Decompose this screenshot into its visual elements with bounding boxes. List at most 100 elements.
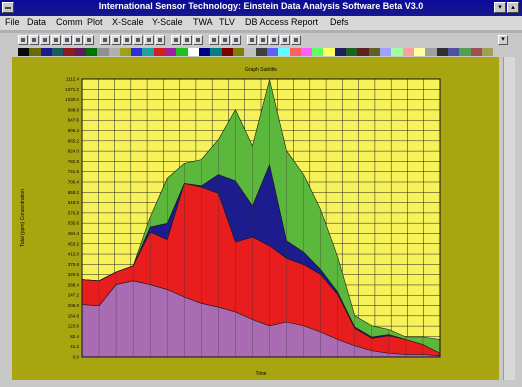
plot-border (81, 78, 441, 358)
y-tick-label: 618.0 (68, 200, 80, 205)
palette-swatch[interactable] (29, 48, 41, 56)
text-icon[interactable] (193, 35, 203, 45)
palette-swatch[interactable] (425, 48, 437, 56)
palette-swatch[interactable] (40, 48, 52, 56)
table-icon[interactable] (171, 35, 181, 45)
palette-swatch[interactable] (51, 48, 64, 56)
palette-swatch[interactable] (481, 48, 494, 56)
y-tick-label: 782.8 (68, 159, 80, 164)
cut-icon[interactable] (62, 35, 72, 45)
pointer-icon[interactable] (182, 35, 192, 45)
y-tick-label: 494.4 (68, 231, 80, 236)
palette-swatch[interactable] (391, 48, 403, 56)
palette-swatch[interactable] (323, 48, 335, 56)
config-icon[interactable] (280, 35, 290, 45)
title-bar: International Sensor Technology: Einstei… (0, 0, 522, 16)
minimize-button[interactable]: ▾ (494, 2, 506, 13)
palette-swatch[interactable] (334, 48, 347, 56)
palette-swatch[interactable] (402, 48, 414, 56)
zoom-in-icon[interactable] (122, 35, 132, 45)
palette-swatch[interactable] (165, 48, 177, 56)
menu-comm[interactable]: Comm (56, 17, 83, 27)
palette-swatch[interactable] (346, 48, 358, 56)
menu-twa[interactable]: TWA (193, 17, 213, 27)
list-icon[interactable] (231, 35, 241, 45)
palette-swatch[interactable] (413, 48, 426, 56)
palette-swatch[interactable] (210, 48, 222, 56)
palette-swatch[interactable] (199, 48, 211, 56)
menu-db-access[interactable]: DB Access (245, 17, 289, 27)
palette-swatch[interactable] (119, 48, 132, 56)
exit-icon[interactable] (291, 35, 301, 45)
palette-swatch[interactable] (300, 48, 313, 56)
y-tick-label: 741.6 (68, 169, 80, 174)
help-icon[interactable] (247, 35, 257, 45)
palette-swatch[interactable] (221, 48, 233, 56)
paste-icon[interactable] (84, 35, 94, 45)
palette-swatch[interactable] (459, 48, 471, 56)
menu-tlv[interactable]: TLV (219, 17, 235, 27)
copy-icon[interactable] (73, 35, 83, 45)
zoom-out-icon[interactable] (133, 35, 143, 45)
menu-data[interactable]: Data (27, 17, 47, 27)
child-window-menu-button[interactable]: ▾ (498, 35, 508, 45)
window-icon[interactable] (220, 35, 230, 45)
palette-swatch[interactable] (85, 48, 98, 56)
palette-swatch[interactable] (176, 48, 188, 56)
palette-swatch[interactable] (74, 48, 86, 56)
menu-y-scale[interactable]: Y-Scale (152, 17, 183, 27)
y-tick-label: 535.6 (68, 221, 80, 226)
palette-swatch[interactable] (357, 48, 369, 56)
open-icon[interactable] (29, 35, 39, 45)
menu-file[interactable]: File (5, 17, 20, 27)
maximize-button[interactable]: ▴ (507, 2, 519, 13)
menu-plot[interactable]: Plot (87, 17, 103, 27)
palette-swatch[interactable] (63, 48, 75, 56)
print-icon[interactable] (51, 35, 61, 45)
save-icon[interactable] (40, 35, 50, 45)
palette-swatch[interactable] (278, 48, 290, 56)
new-icon[interactable] (18, 35, 28, 45)
mdi-separator (0, 30, 522, 33)
vertical-scrollbar[interactable] (503, 57, 515, 380)
palette-swatch[interactable] (187, 48, 199, 56)
chart-icon[interactable] (100, 35, 110, 45)
palette-swatch[interactable] (255, 48, 267, 56)
y-tick-label: 82.4 (70, 334, 79, 339)
graph-icon[interactable] (111, 35, 121, 45)
palette-swatch[interactable] (153, 48, 166, 56)
y-tick-label: 700.4 (68, 179, 80, 184)
refresh-icon[interactable] (144, 35, 154, 45)
area-chart: 0.0 41.2 82.4 123.6 164.8 206.0 247.2 288.4 329.… (20, 67, 441, 377)
palette-swatch[interactable] (447, 48, 460, 56)
palette-swatch[interactable] (380, 48, 392, 56)
palette-swatch[interactable] (470, 48, 482, 56)
palette-swatch[interactable] (436, 48, 448, 56)
y-tick-label: 1030.0 (65, 97, 79, 102)
palette-swatch[interactable] (232, 48, 245, 56)
grid-icon[interactable] (155, 35, 165, 45)
menu-x-scale[interactable]: X-Scale (112, 17, 144, 27)
y-tick-label: 453.2 (68, 241, 80, 246)
scale-icon[interactable] (209, 35, 219, 45)
palette-swatch[interactable] (312, 48, 324, 56)
palette-swatch[interactable] (108, 48, 120, 56)
menu-defs[interactable]: Defs (330, 17, 349, 27)
menu-report[interactable]: Report (291, 17, 319, 27)
palette-swatch[interactable] (97, 48, 109, 56)
palette-swatch[interactable] (131, 48, 143, 56)
palette-swatch[interactable] (142, 48, 154, 56)
system-menu-button[interactable] (2, 2, 14, 13)
palette-swatch[interactable] (289, 48, 301, 56)
palette-swatch[interactable] (244, 48, 256, 56)
export-icon[interactable] (258, 35, 268, 45)
y-tick-label: 1071.2 (65, 87, 79, 92)
y-tick-label: 370.8 (68, 262, 80, 267)
y-tick-label: 206.0 (68, 303, 80, 308)
import-icon[interactable] (269, 35, 279, 45)
palette-swatch[interactable] (18, 48, 30, 56)
palette-swatch[interactable] (368, 48, 380, 56)
palette-swatch[interactable] (266, 48, 279, 56)
plot-frame: 0.0 41.2 82.4 123.6 164.8 206.0 247.2 288.4 329.… (12, 57, 499, 380)
